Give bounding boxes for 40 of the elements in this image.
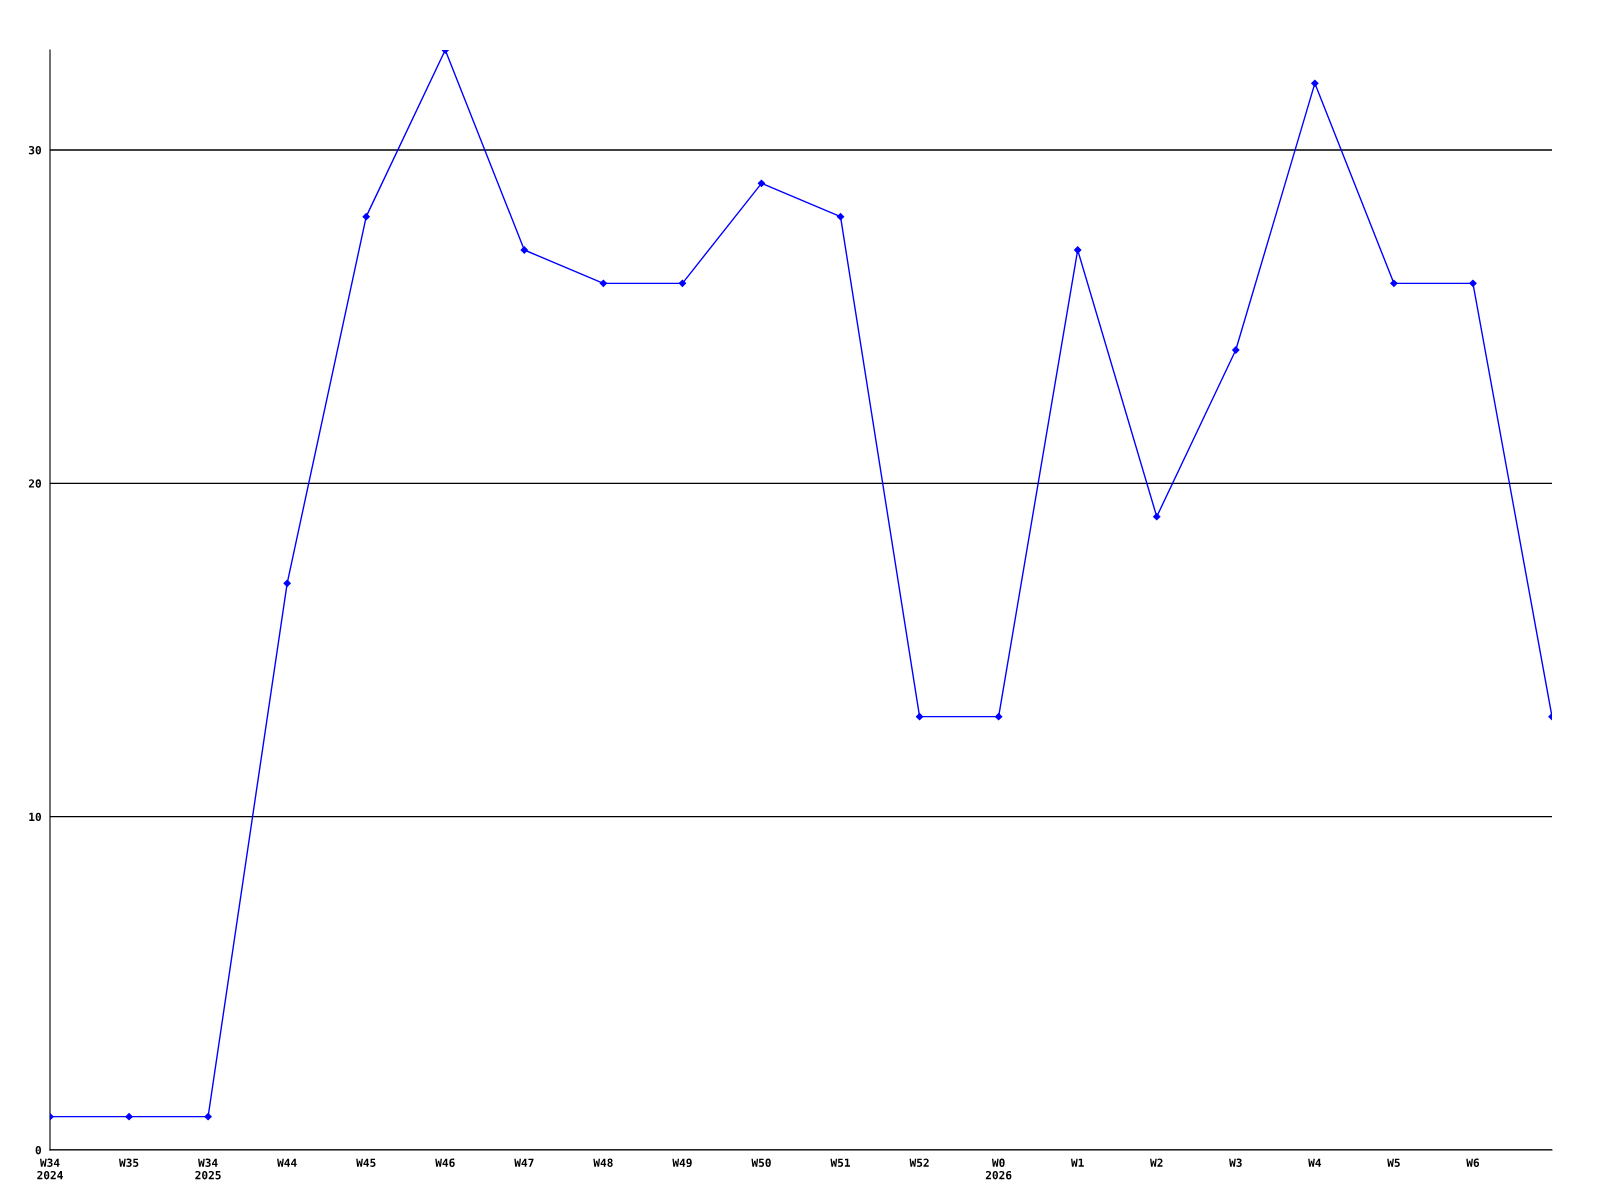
point [1153, 513, 1161, 521]
x-tick-label: W49 [672, 1158, 692, 1167]
y-tick-label: 0 [35, 1145, 41, 1155]
point [678, 279, 687, 287]
x-tick-label: W35 [119, 1158, 139, 1167]
point [836, 213, 845, 221]
point [520, 246, 528, 254]
point [1469, 279, 1477, 287]
x-tick-label: W34 2025 [195, 1158, 221, 1180]
point [915, 713, 924, 721]
x-tick-label: W47 [514, 1158, 534, 1167]
point [994, 713, 1003, 721]
x-tick-label: W6 [1466, 1158, 1480, 1167]
point [1390, 279, 1398, 287]
point [1232, 346, 1240, 354]
x-tick-label: W44 [277, 1158, 297, 1167]
point [1311, 79, 1319, 87]
x-tick-label: W2 [1150, 1158, 1163, 1167]
x-tick-label: W5 [1387, 1158, 1400, 1167]
x-tick-label: W46 [435, 1158, 455, 1167]
x-tick-label: W45 [356, 1158, 376, 1167]
x-tick-label: W4 [1308, 1158, 1322, 1167]
y-tick-label: 20 [28, 479, 41, 488]
x-tick-label: W0 2026 [985, 1158, 1012, 1180]
x-tick-label: W50 [751, 1158, 771, 1167]
point [1074, 246, 1082, 254]
point [125, 1113, 133, 1121]
x-tick-label: W34 2024 [37, 1158, 63, 1180]
point [283, 579, 291, 587]
point [757, 179, 766, 187]
point [599, 279, 608, 287]
x-tick-label: W3 [1229, 1158, 1242, 1167]
x-tick-label: W52 [909, 1158, 929, 1167]
point [362, 213, 370, 221]
y-tick-label: 30 [28, 145, 41, 155]
y-tick-label: 10 [29, 812, 41, 822]
x-tick-label: W51 [830, 1158, 851, 1167]
x-tick-label: W1 [1070, 1158, 1084, 1167]
x-tick-label: W48 [593, 1158, 613, 1167]
point [204, 1113, 212, 1121]
